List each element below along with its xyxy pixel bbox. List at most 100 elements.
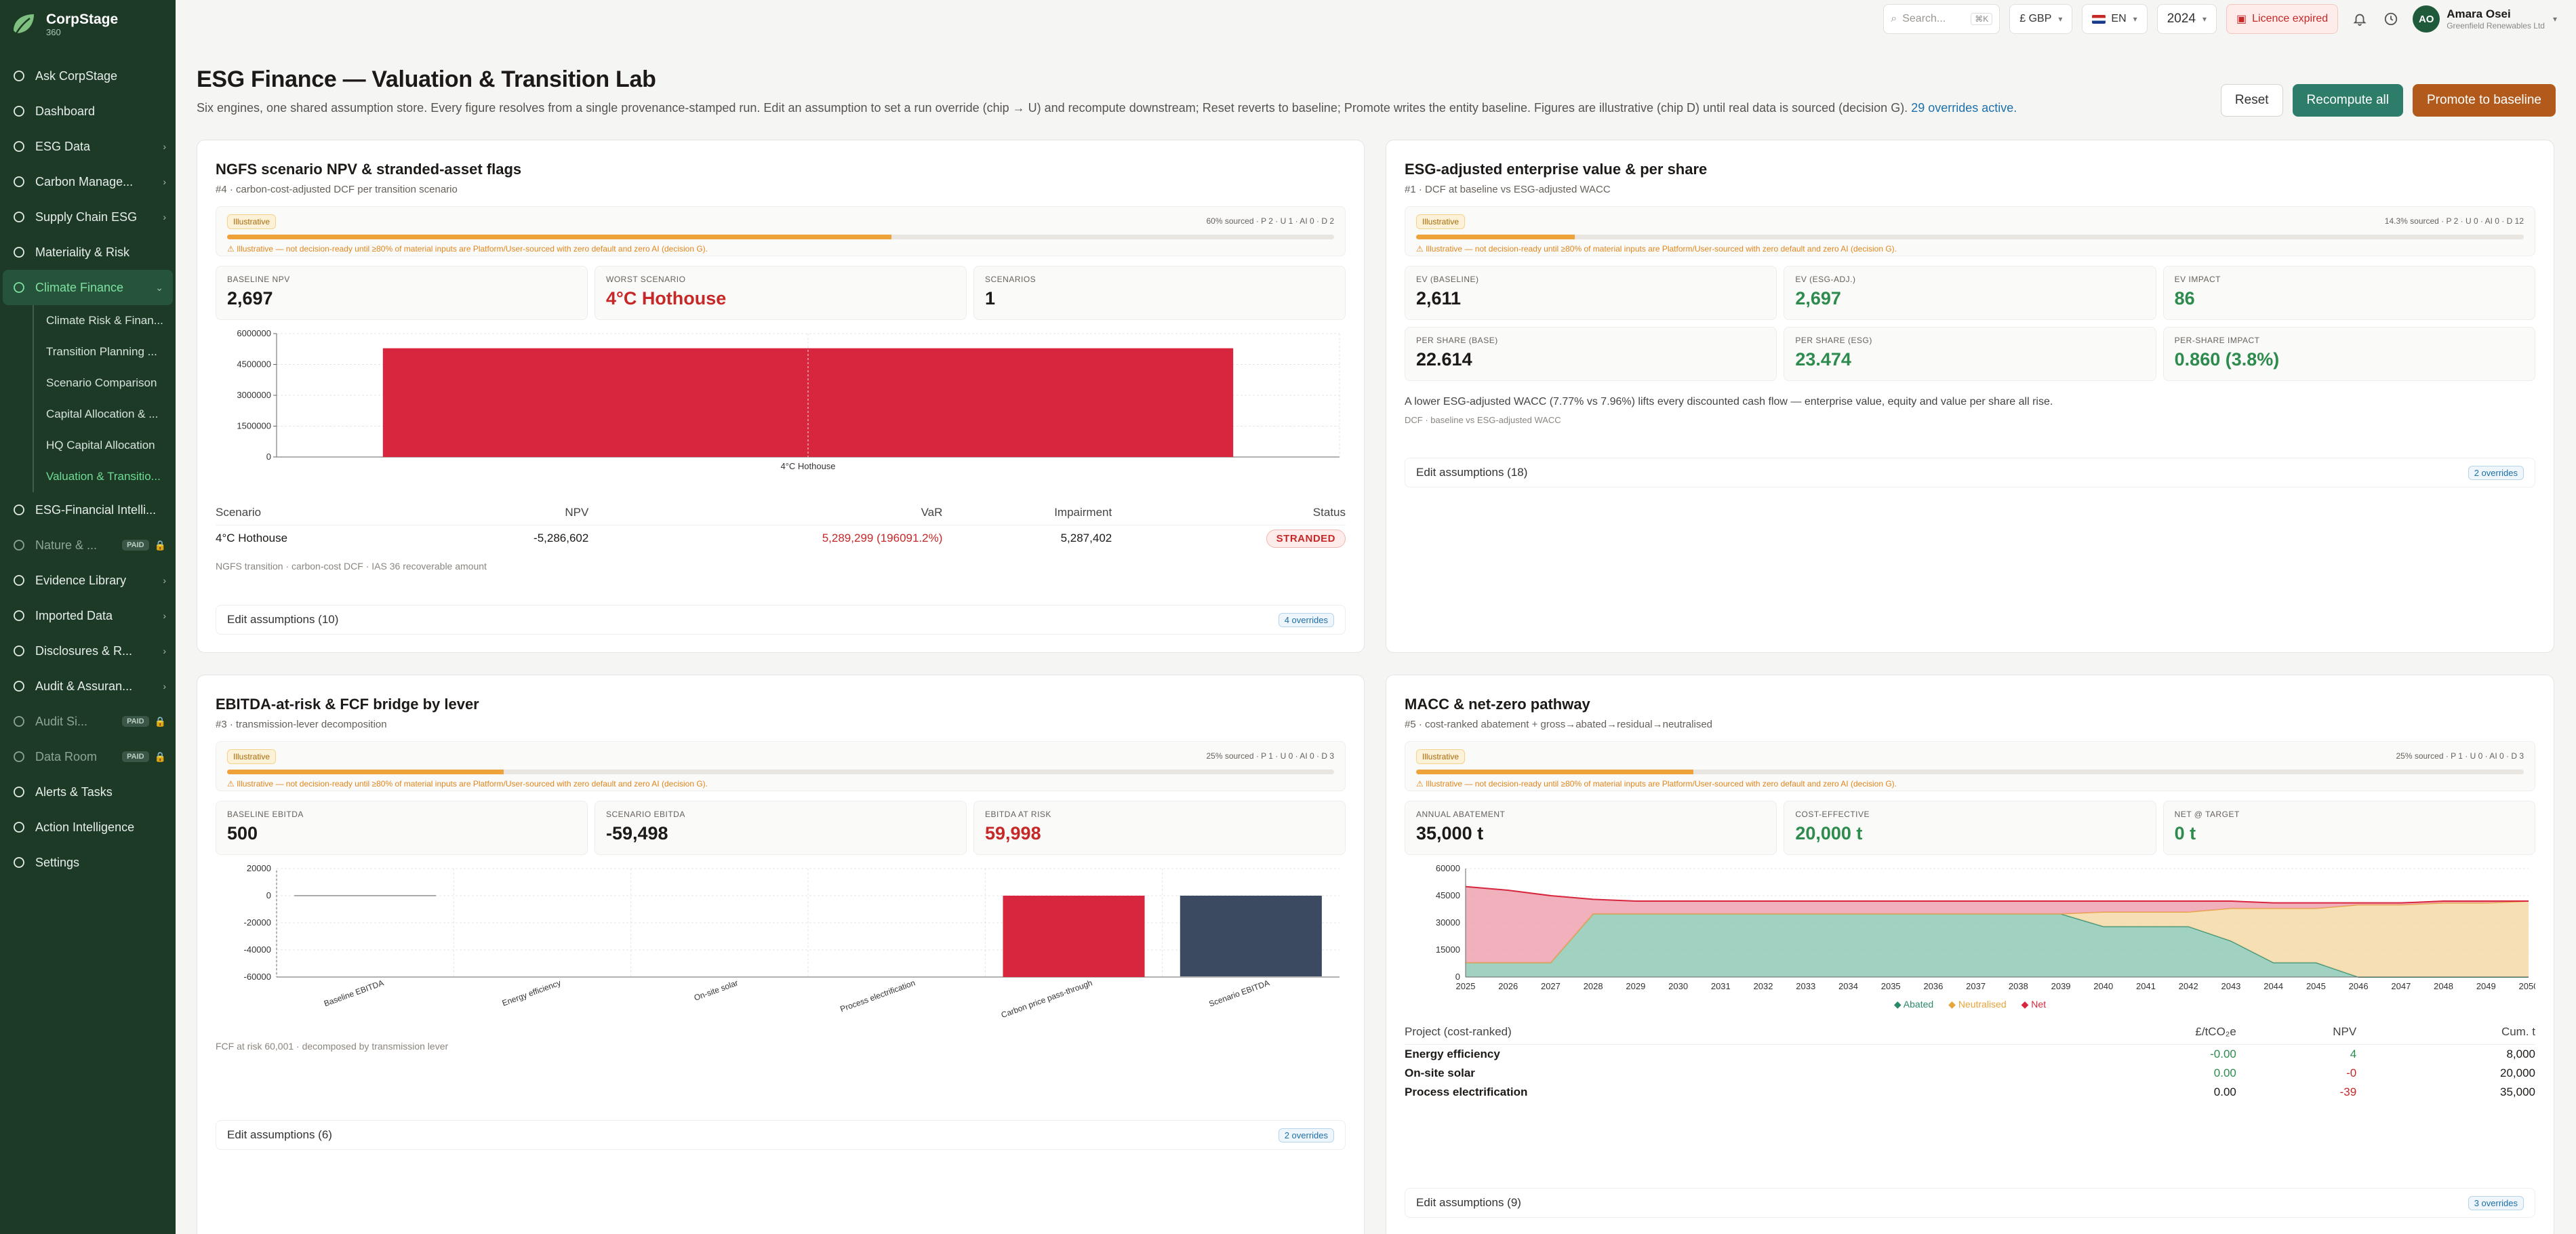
y-tick-label: 60000 bbox=[1436, 863, 1460, 873]
illustrative-chip[interactable]: Illustrative bbox=[1416, 749, 1466, 764]
edit-assumptions-button[interactable]: Edit assumptions (6) 2 overrides bbox=[216, 1120, 1346, 1150]
x-tick-label: 4°C Hothouse bbox=[780, 461, 835, 471]
submenu-item[interactable]: Climate Risk & Finan... bbox=[33, 305, 168, 336]
promote-to-baseline-button[interactable]: Promote to baseline bbox=[2413, 84, 2556, 117]
illustrative-chip[interactable]: Illustrative bbox=[227, 214, 277, 229]
sidebar-item-items6[interactable]: Climate Finance ⌄ bbox=[3, 270, 173, 305]
edit-assumptions-button[interactable]: Edit assumptions (18) 2 overrides bbox=[1405, 458, 2535, 487]
paid-badge: PAID bbox=[122, 716, 149, 727]
x-tick-label: 2038 bbox=[2009, 981, 2028, 991]
sidebar-item-items_after4[interactable]: Disclosures & R... › bbox=[0, 633, 176, 669]
kpi-value: 2,611 bbox=[1416, 288, 1462, 308]
paid-badge: PAID bbox=[122, 751, 149, 762]
x-tick-label: Baseline EBITDA bbox=[323, 978, 385, 1008]
legend-net[interactable]: ◆ Net bbox=[2021, 999, 2047, 1010]
x-tick-label: 2041 bbox=[2136, 981, 2156, 991]
sidebar-item-items_after5[interactable]: Audit & Assuran... › bbox=[0, 669, 176, 704]
overrides-link[interactable]: 29 overrides active. bbox=[1911, 101, 2017, 115]
currency-select[interactable]: £ GBP ▾ bbox=[2009, 4, 2073, 34]
overrides-badge: 2 overrides bbox=[2468, 465, 2524, 480]
sidebar-item-items_after7[interactable]: Data Room PAID 🔒 bbox=[0, 739, 176, 774]
illustrative-chip[interactable]: Illustrative bbox=[1416, 214, 1466, 229]
legend-abated[interactable]: ◆ Abated bbox=[1893, 999, 1934, 1010]
edit-assumptions-button[interactable]: Edit assumptions (9) 3 overrides bbox=[1405, 1188, 2535, 1218]
recompute-all-button[interactable]: Recompute all bbox=[2292, 84, 2403, 117]
kpi-value: 23.474 bbox=[1795, 349, 1851, 370]
card-subtitle: #5 · cost-ranked abatement + gross→abate… bbox=[1405, 719, 1712, 730]
kpi-value: 4°C Hothouse bbox=[606, 288, 727, 308]
bell-icon[interactable] bbox=[2350, 9, 2369, 28]
submenu-item[interactable]: Transition Planning ... bbox=[33, 336, 168, 367]
x-tick-label: 2027 bbox=[1541, 981, 1561, 991]
th-scenario: Scenario bbox=[216, 506, 262, 519]
kpi-value: 500 bbox=[227, 823, 258, 843]
kpi-label: WORST SCENARIO bbox=[606, 275, 686, 284]
submenu-item[interactable]: Capital Allocation & ... bbox=[33, 399, 168, 430]
avatar[interactable]: AO bbox=[2413, 5, 2440, 33]
brand[interactable]: CorpStage 360 bbox=[0, 0, 176, 49]
kpi-row: BASELINE EBITDA 500 SCENARIO EBITDA -59,49… bbox=[216, 801, 1346, 855]
bell-icon bbox=[14, 787, 24, 797]
edit-assumptions-button[interactable]: Edit assumptions (10) 4 overrides bbox=[216, 605, 1346, 635]
table-row[interactable]: Energy efficiency -0.00 4 8,000 bbox=[1405, 1044, 2535, 1064]
bar[interactable] bbox=[1180, 896, 1322, 976]
legend-neutralised[interactable]: ◆ Neutralised bbox=[1948, 999, 2007, 1010]
area-abated[interactable] bbox=[1466, 913, 2529, 977]
sidebar-item-items2[interactable]: ESG Data › bbox=[0, 129, 176, 164]
illustrative-chip[interactable]: Illustrative bbox=[227, 749, 277, 764]
kpi-value: 0 t bbox=[2174, 823, 2196, 843]
x-tick-label: 2029 bbox=[1626, 981, 1645, 991]
y-tick-label: 30000 bbox=[1436, 917, 1460, 928]
sidebar-item-items0[interactable]: Ask CorpStage bbox=[0, 58, 176, 94]
bar[interactable] bbox=[1003, 896, 1145, 977]
cell-cum: 20,000 bbox=[2500, 1067, 2535, 1079]
kpi-value: 2,697 bbox=[1795, 288, 1841, 308]
edit-label: Edit assumptions (10) bbox=[227, 613, 339, 626]
search-input[interactable]: ⌕ Search... ⌘K bbox=[1883, 4, 2000, 34]
kpi-label: EBITDA AT RISK bbox=[985, 810, 1051, 819]
sidebar-item-items5[interactable]: Materiality & Risk bbox=[0, 235, 176, 270]
sidebar-item-items_after10[interactable]: Settings bbox=[0, 845, 176, 880]
language-select[interactable]: EN ▾ bbox=[2082, 4, 2148, 34]
chevron-down-icon[interactable]: ▾ bbox=[2552, 14, 2557, 24]
sourced-progress bbox=[227, 235, 1334, 239]
sidebar-item-items_after1[interactable]: Nature & ... PAID 🔒 bbox=[0, 528, 176, 563]
table-row[interactable]: 4°C Hothouse -5,286,602 5,289,299 (19609… bbox=[216, 525, 1346, 552]
y-tick-label: 15000 bbox=[1436, 944, 1460, 955]
sidebar-item-items4[interactable]: Supply Chain ESG › bbox=[0, 199, 176, 235]
target-icon bbox=[14, 247, 24, 258]
sidebar-item-items3[interactable]: Carbon Manage... › bbox=[0, 164, 176, 199]
sidebar-item-items_after2[interactable]: Evidence Library › bbox=[0, 563, 176, 598]
leaf-icon bbox=[14, 176, 24, 187]
overrides-badge: 3 overrides bbox=[2468, 1195, 2524, 1210]
sidebar-item-items1[interactable]: Dashboard bbox=[0, 94, 176, 129]
sidebar-item-items_after8[interactable]: Alerts & Tasks bbox=[0, 774, 176, 810]
sidebar-item-label: Carbon Manage... bbox=[35, 174, 134, 188]
lock-icon: 🔒 bbox=[154, 539, 166, 551]
cell-npv: -0 bbox=[2346, 1067, 2357, 1079]
table-row[interactable]: Process electrification 0.00 -39 35,000 bbox=[1405, 1083, 2535, 1102]
table-row[interactable]: On-site solar 0.00 -0 20,000 bbox=[1405, 1064, 2535, 1083]
provenance-stats: 60% sourced · P 2 · U 1 · AI 0 · D 2 bbox=[1206, 216, 1334, 226]
sidebar-item-items_after9[interactable]: Action Intelligence bbox=[0, 810, 176, 845]
user-menu[interactable]: Amara Osei Greenfield Renewables Ltd bbox=[2447, 7, 2545, 31]
chevron-right-icon: › bbox=[163, 645, 166, 656]
area-net[interactable] bbox=[1466, 886, 2529, 963]
area-neutralised[interactable] bbox=[1466, 901, 2529, 977]
submenu-item[interactable]: HQ Capital Allocation bbox=[33, 430, 168, 461]
cell-cum: 8,000 bbox=[2506, 1048, 2535, 1060]
truck-icon bbox=[14, 212, 24, 222]
sidebar-nav: Ask CorpStage Dashboard ESG Data › Carbon Ma… bbox=[0, 49, 176, 880]
sidebar-item-items_after6[interactable]: Audit Si... PAID 🔒 bbox=[0, 704, 176, 739]
sidebar-item-items_after0[interactable]: ESG-Financial Intelli... bbox=[0, 492, 176, 528]
th-npv: NPV bbox=[565, 506, 589, 519]
clock-icon[interactable] bbox=[2381, 9, 2400, 28]
reset-button[interactable]: Reset bbox=[2220, 84, 2283, 117]
sidebar-item-items_after3[interactable]: Imported Data › bbox=[0, 598, 176, 633]
submenu-item[interactable]: Valuation & Transitio... bbox=[33, 461, 168, 492]
submenu-item[interactable]: Scenario Comparison bbox=[33, 367, 168, 399]
licence-badge[interactable]: ▣ Licence expired bbox=[2226, 4, 2339, 34]
year-select[interactable]: 2024 ▾ bbox=[2156, 4, 2217, 34]
kpi-value: 0.860 (3.8%) bbox=[2174, 349, 2280, 370]
sidebar-item-label: Action Intelligence bbox=[35, 820, 135, 834]
